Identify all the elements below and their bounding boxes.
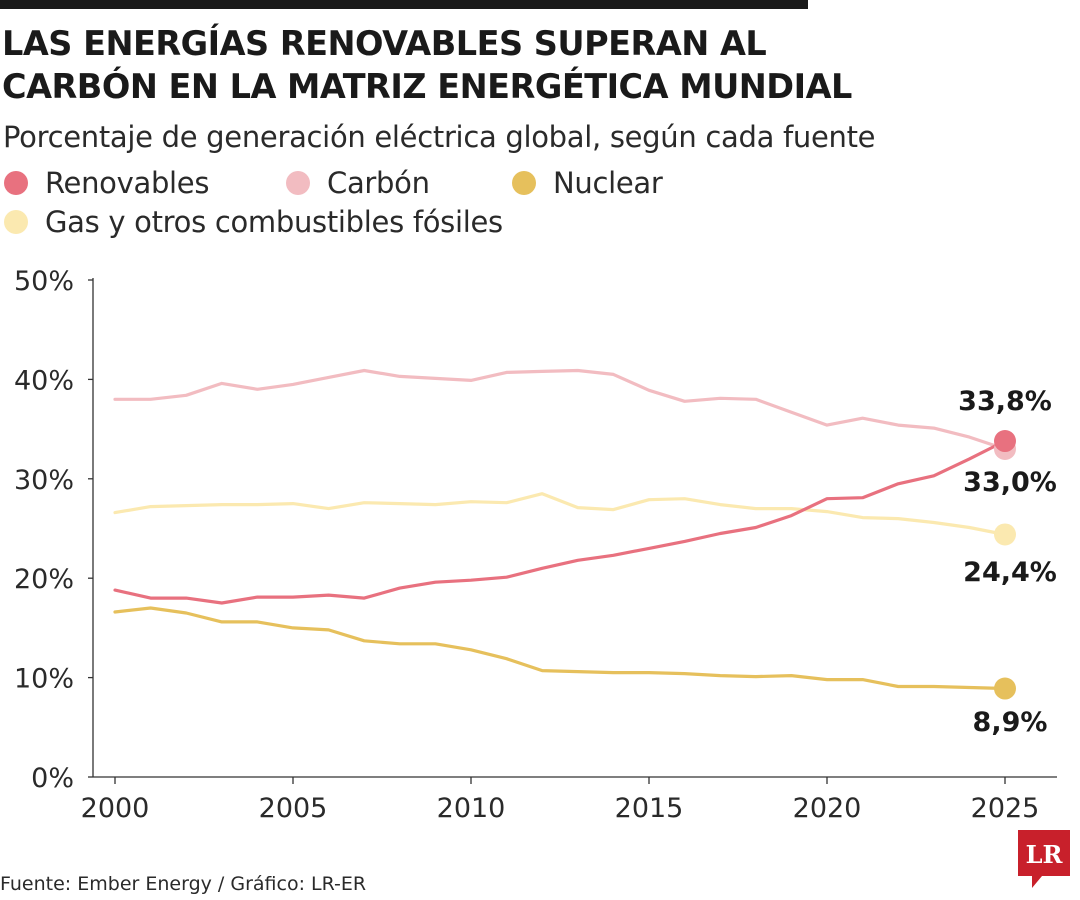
- y-tick-label: 50%: [14, 266, 74, 297]
- lr-logo: LR: [1018, 830, 1070, 888]
- title-line-2: CARBÓN EN LA MATRIZ ENERGÉTICA MUNDIAL: [2, 67, 852, 106]
- legend-label-nuclear: Nuclear: [553, 166, 663, 200]
- y-tick-label: 40%: [14, 365, 74, 396]
- end-label-carb-n: 33,0%: [963, 467, 1057, 498]
- end-marker-gas-y-otros-combustibles-f-siles: [994, 523, 1016, 546]
- logo-text: LR: [1026, 840, 1064, 869]
- end-label-gas-y-otros-combustibles-f-siles: 24,4%: [963, 557, 1057, 588]
- end-labels: 33,0% 24,4% 8,9% 33,8%: [958, 386, 1057, 738]
- top-rule: [0, 0, 808, 9]
- x-tick-label: 2010: [437, 793, 506, 824]
- y-tick-label: 30%: [14, 465, 74, 496]
- legend-label-carbon: Carbón: [327, 166, 430, 200]
- chart-title: LAS ENERGÍAS RENOVABLES SUPERAN AL CARBÓ…: [2, 22, 1062, 108]
- end-marker-nuclear: [994, 677, 1016, 700]
- legend-item-gas: Gas y otros combustibles fósiles: [4, 205, 503, 239]
- axes: 0% 10% 20% 30% 40% 50% 2000 2005 2010 2015 2020 202…: [14, 266, 1057, 824]
- x-tick-label: 2020: [793, 793, 862, 824]
- legend-label-gas: Gas y otros combustibles fósiles: [45, 205, 503, 239]
- chart-subtitle: Porcentaje de generación eléctrica globa…: [3, 120, 876, 154]
- series-line-renovables: [113, 439, 1007, 605]
- title-line-1: LAS ENERGÍAS RENOVABLES SUPERAN AL: [2, 24, 767, 63]
- end-label-renovables: 33,8%: [958, 386, 1052, 417]
- end-label-nuclear: 8,9%: [973, 707, 1048, 738]
- legend-swatch-gas: [4, 210, 28, 234]
- legend-label-renovables: Renovables: [45, 166, 210, 200]
- y-tick-label: 20%: [14, 564, 74, 595]
- legend-swatch-renovables: [4, 171, 28, 195]
- line-chart: 0% 10% 20% 30% 40% 50% 2000 2005 2010 2015 2020 202…: [14, 266, 1057, 824]
- legend-item-nuclear: Nuclear: [512, 166, 663, 200]
- series-lines: [113, 368, 1007, 691]
- legend-item-renovables: Renovables: [4, 166, 209, 200]
- y-tick-label: 0%: [31, 763, 74, 794]
- legend-swatch-carbon: [286, 171, 310, 195]
- series-line-gas-y-otros-combustibles-f-siles: [113, 492, 1007, 537]
- legend-item-carbon: Carbón: [286, 166, 430, 200]
- end-marker-renovables: [994, 430, 1016, 453]
- x-tick-label: 2025: [971, 793, 1040, 824]
- end-markers: [994, 430, 1016, 700]
- series-line-nuclear: [113, 606, 1007, 691]
- x-tick-label: 2015: [615, 793, 684, 824]
- y-tick-label: 10%: [14, 664, 74, 695]
- x-tick-label: 2005: [259, 793, 328, 824]
- source-note: Fuente: Ember Energy / Gráfico: LR-ER: [0, 873, 367, 895]
- legend-swatch-nuclear: [512, 171, 536, 195]
- series-line-carb-n: [113, 368, 1007, 451]
- x-tick-label: 2000: [81, 793, 150, 824]
